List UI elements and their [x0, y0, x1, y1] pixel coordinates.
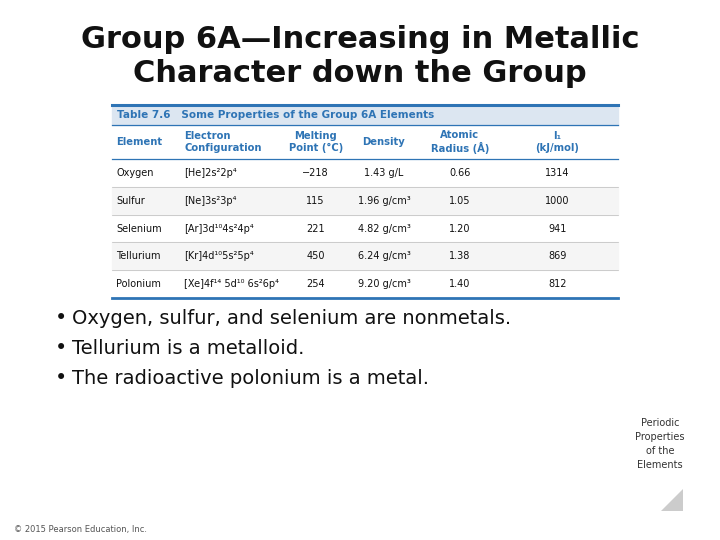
Text: Oxygen, sulfur, and selenium are nonmetals.: Oxygen, sulfur, and selenium are nonmeta… [72, 308, 511, 327]
Text: 0.66: 0.66 [449, 168, 470, 178]
Text: 9.20 g/cm³: 9.20 g/cm³ [358, 279, 410, 289]
Text: 115: 115 [307, 195, 325, 206]
Text: Oxygen: Oxygen [116, 168, 153, 178]
Text: Selenium: Selenium [116, 224, 162, 233]
Text: Density: Density [363, 137, 405, 147]
Text: [Ar]3d¹⁰4s²4p⁴: [Ar]3d¹⁰4s²4p⁴ [184, 224, 254, 233]
Text: •: • [55, 338, 68, 358]
Text: 941: 941 [548, 224, 567, 233]
Text: 1.20: 1.20 [449, 224, 471, 233]
Text: 450: 450 [307, 251, 325, 261]
Text: I₁
(kJ/mol): I₁ (kJ/mol) [535, 131, 579, 153]
Text: Group 6A—Increasing in Metallic: Group 6A—Increasing in Metallic [81, 25, 639, 55]
Text: Element: Element [116, 137, 162, 147]
Text: 869: 869 [548, 251, 567, 261]
Text: Periodic
Properties
of the
Elements: Periodic Properties of the Elements [635, 418, 685, 470]
Polygon shape [661, 489, 683, 511]
Text: Atomic
Radius (Å): Atomic Radius (Å) [431, 130, 489, 154]
Text: 1.40: 1.40 [449, 279, 470, 289]
Text: Table 7.6   Some Properties of the Group 6A Elements: Table 7.6 Some Properties of the Group 6… [117, 110, 434, 120]
Text: Character down the Group: Character down the Group [133, 59, 587, 89]
Text: [Kr]4d¹⁰5s²5p⁴: [Kr]4d¹⁰5s²5p⁴ [184, 251, 254, 261]
Text: [He]2s²2p⁴: [He]2s²2p⁴ [184, 168, 237, 178]
Text: Sulfur: Sulfur [116, 195, 145, 206]
Text: 1314: 1314 [545, 168, 570, 178]
Text: [Ne]3s²3p⁴: [Ne]3s²3p⁴ [184, 195, 237, 206]
Text: Melting
Point (°C): Melting Point (°C) [289, 131, 343, 153]
Text: 1.38: 1.38 [449, 251, 470, 261]
Text: 1.05: 1.05 [449, 195, 471, 206]
Text: 4.82 g/cm³: 4.82 g/cm³ [358, 224, 410, 233]
Text: © 2015 Pearson Education, Inc.: © 2015 Pearson Education, Inc. [14, 525, 148, 534]
Text: Electron
Configuration: Electron Configuration [184, 131, 262, 153]
Text: Polonium: Polonium [116, 279, 161, 289]
Text: Tellurium is a metalloid.: Tellurium is a metalloid. [72, 339, 305, 357]
Text: [Xe]4f¹⁴ 5d¹⁰ 6s²6p⁴: [Xe]4f¹⁴ 5d¹⁰ 6s²6p⁴ [184, 279, 279, 289]
Text: 6.24 g/cm³: 6.24 g/cm³ [358, 251, 410, 261]
Text: •: • [55, 308, 68, 328]
Text: 812: 812 [548, 279, 567, 289]
Text: Tellurium: Tellurium [116, 251, 161, 261]
Text: •: • [55, 368, 68, 388]
Text: 1000: 1000 [545, 195, 570, 206]
Text: 221: 221 [307, 224, 325, 233]
Text: 1.96 g/cm³: 1.96 g/cm³ [358, 195, 410, 206]
Text: The radioactive polonium is a metal.: The radioactive polonium is a metal. [72, 368, 429, 388]
Text: 254: 254 [307, 279, 325, 289]
Text: −218: −218 [302, 168, 329, 178]
Text: 1.43 g/L: 1.43 g/L [364, 168, 404, 178]
